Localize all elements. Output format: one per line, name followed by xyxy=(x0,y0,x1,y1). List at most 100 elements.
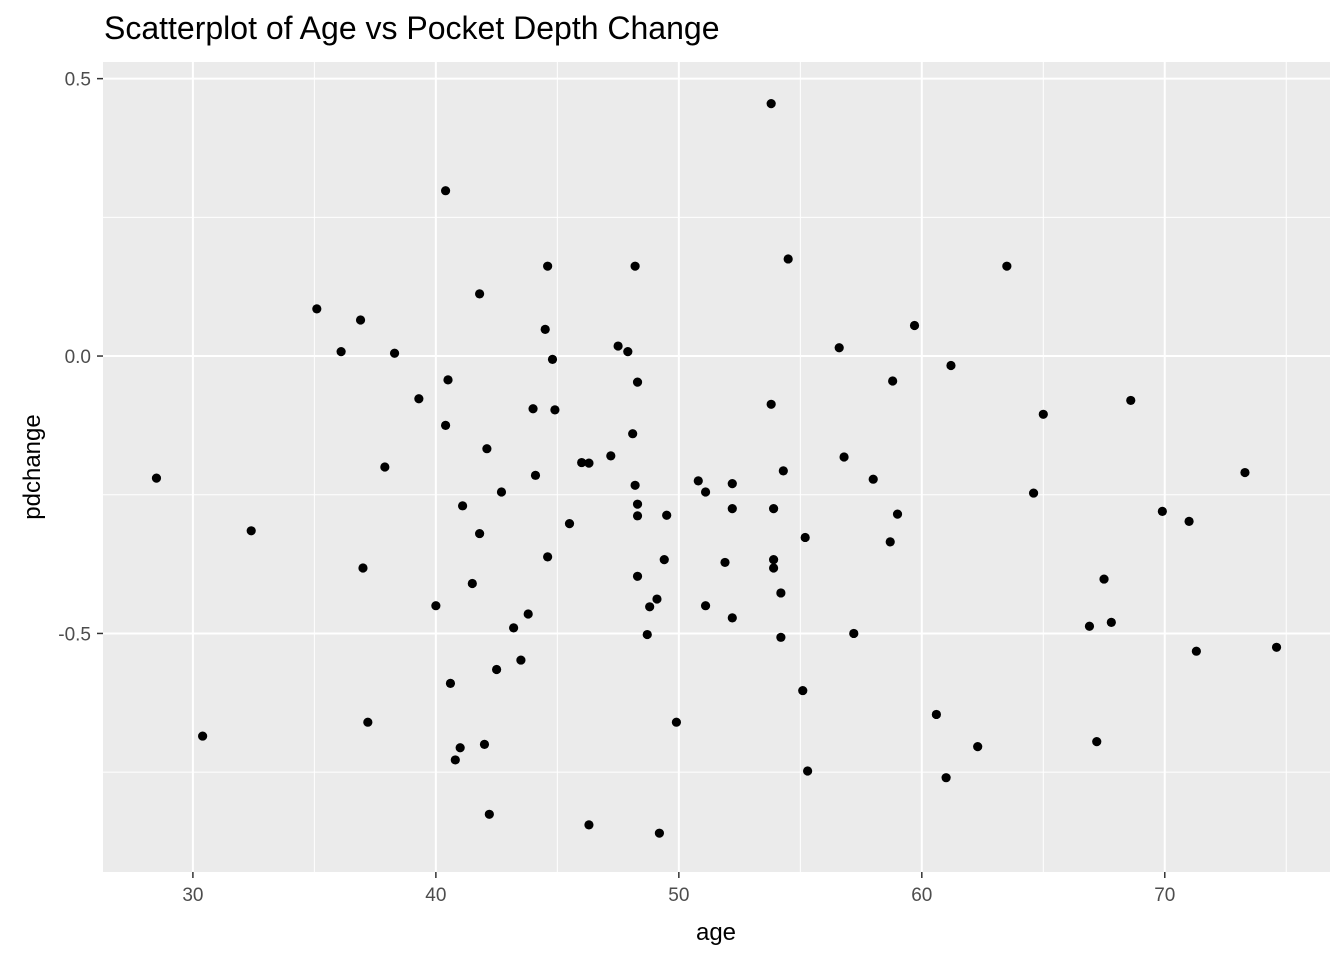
data-point xyxy=(632,377,643,387)
data-point xyxy=(623,347,633,357)
data-point xyxy=(885,537,895,547)
data-point xyxy=(776,588,786,598)
major-gridlines xyxy=(103,62,1330,872)
data-point xyxy=(336,347,346,357)
data-point xyxy=(654,828,665,838)
data-point xyxy=(528,404,538,414)
data-point xyxy=(888,376,898,386)
data-point xyxy=(516,655,526,665)
data-point xyxy=(492,664,502,675)
data-point xyxy=(564,518,575,529)
data-point xyxy=(632,499,643,509)
data-point xyxy=(720,557,730,568)
data-point xyxy=(1157,506,1167,516)
data-point xyxy=(800,532,810,543)
y-axis-ticks: -0.5 0.0 0.5 xyxy=(58,70,103,645)
data-points xyxy=(151,99,1282,838)
data-point xyxy=(766,399,776,409)
data-point xyxy=(632,571,643,581)
data-point xyxy=(727,613,737,623)
data-point xyxy=(1002,261,1012,271)
data-point xyxy=(467,578,477,589)
y-tick-label: 0.0 xyxy=(65,347,91,368)
data-point xyxy=(931,709,941,720)
data-point xyxy=(380,462,390,472)
data-point xyxy=(973,742,983,752)
data-point xyxy=(1126,395,1136,406)
data-point xyxy=(543,261,553,271)
x-axis-ticks: 30 40 50 60 70 xyxy=(182,872,1175,906)
data-point xyxy=(550,405,560,415)
data-point xyxy=(803,766,813,776)
data-point xyxy=(584,458,594,468)
data-point xyxy=(659,555,669,565)
data-point xyxy=(1099,574,1109,584)
data-point xyxy=(1084,621,1095,631)
data-point xyxy=(358,563,368,573)
data-point xyxy=(941,773,951,783)
data-point xyxy=(834,343,844,353)
data-point xyxy=(312,304,322,314)
data-point xyxy=(642,629,652,640)
data-point xyxy=(577,457,587,468)
data-point xyxy=(443,375,453,385)
x-tick-label: 30 xyxy=(182,885,203,906)
data-point xyxy=(606,451,616,461)
x-tick-label: 60 xyxy=(911,885,932,906)
data-point xyxy=(700,601,711,611)
data-point xyxy=(628,429,638,439)
data-point xyxy=(414,394,424,404)
data-point xyxy=(475,289,485,299)
data-point xyxy=(1092,737,1102,747)
data-point xyxy=(1038,409,1048,419)
data-point xyxy=(909,320,920,331)
data-point xyxy=(151,473,162,483)
data-point xyxy=(849,628,859,639)
data-point xyxy=(766,99,776,109)
data-point xyxy=(645,602,655,612)
data-point xyxy=(768,555,779,565)
data-point xyxy=(246,526,256,536)
data-point xyxy=(530,470,541,480)
data-point xyxy=(768,563,779,573)
data-point xyxy=(630,261,640,271)
data-point xyxy=(547,354,558,364)
data-point xyxy=(1106,617,1116,627)
data-point xyxy=(868,474,878,484)
data-point xyxy=(198,731,208,741)
data-point xyxy=(496,487,507,497)
data-point xyxy=(662,510,672,520)
plot-panel xyxy=(103,62,1330,872)
data-point xyxy=(523,609,533,619)
data-point xyxy=(1271,642,1282,652)
data-point xyxy=(450,755,460,765)
data-point xyxy=(892,509,903,519)
data-point xyxy=(798,685,808,696)
data-point xyxy=(671,717,682,727)
data-point xyxy=(783,254,793,264)
data-point xyxy=(363,717,373,727)
x-tick-label: 40 xyxy=(425,885,446,906)
data-point xyxy=(440,420,451,430)
data-point xyxy=(482,444,492,454)
data-point xyxy=(457,501,468,511)
data-point xyxy=(479,739,490,749)
data-point xyxy=(839,452,849,462)
data-point xyxy=(445,678,456,688)
x-axis-title: age xyxy=(696,919,736,946)
data-point xyxy=(1191,646,1201,656)
data-point xyxy=(475,528,485,539)
y-tick-label: -0.5 xyxy=(58,624,91,645)
data-point xyxy=(630,480,640,490)
data-point xyxy=(727,479,737,489)
data-point xyxy=(776,632,786,642)
data-point xyxy=(1240,467,1250,478)
data-point xyxy=(455,743,465,753)
data-point xyxy=(484,809,494,819)
data-point xyxy=(1028,488,1039,498)
data-point xyxy=(700,487,711,497)
data-point xyxy=(543,552,553,562)
data-point xyxy=(431,601,441,611)
data-point xyxy=(632,511,643,521)
